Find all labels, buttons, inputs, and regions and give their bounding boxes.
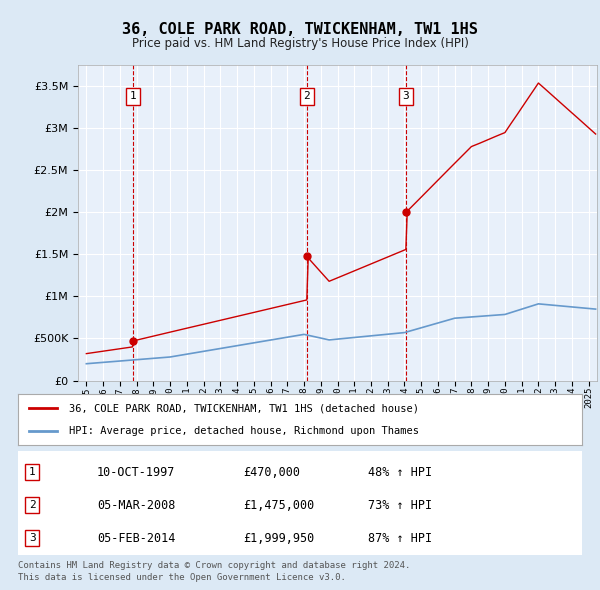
- Text: 36, COLE PARK ROAD, TWICKENHAM, TW1 1HS (detached house): 36, COLE PARK ROAD, TWICKENHAM, TW1 1HS …: [69, 403, 419, 413]
- Text: 73% ↑ HPI: 73% ↑ HPI: [368, 499, 432, 512]
- Text: 48% ↑ HPI: 48% ↑ HPI: [368, 466, 432, 478]
- Text: 1: 1: [29, 467, 35, 477]
- Text: 10-OCT-1997: 10-OCT-1997: [97, 466, 175, 478]
- Text: 3: 3: [29, 533, 35, 543]
- Text: HPI: Average price, detached house, Richmond upon Thames: HPI: Average price, detached house, Rich…: [69, 426, 419, 436]
- Text: 05-MAR-2008: 05-MAR-2008: [97, 499, 175, 512]
- Text: £470,000: £470,000: [244, 466, 301, 478]
- Text: £1,475,000: £1,475,000: [244, 499, 315, 512]
- Text: 2: 2: [29, 500, 35, 510]
- Text: £1,999,950: £1,999,950: [244, 532, 315, 545]
- Text: 36, COLE PARK ROAD, TWICKENHAM, TW1 1HS: 36, COLE PARK ROAD, TWICKENHAM, TW1 1HS: [122, 22, 478, 37]
- Text: This data is licensed under the Open Government Licence v3.0.: This data is licensed under the Open Gov…: [18, 573, 346, 582]
- Text: Price paid vs. HM Land Registry's House Price Index (HPI): Price paid vs. HM Land Registry's House …: [131, 37, 469, 50]
- Text: 1: 1: [130, 91, 136, 101]
- Text: 3: 3: [403, 91, 409, 101]
- Text: Contains HM Land Registry data © Crown copyright and database right 2024.: Contains HM Land Registry data © Crown c…: [18, 560, 410, 569]
- Text: 05-FEB-2014: 05-FEB-2014: [97, 532, 175, 545]
- Text: 87% ↑ HPI: 87% ↑ HPI: [368, 532, 432, 545]
- Text: 2: 2: [304, 91, 310, 101]
